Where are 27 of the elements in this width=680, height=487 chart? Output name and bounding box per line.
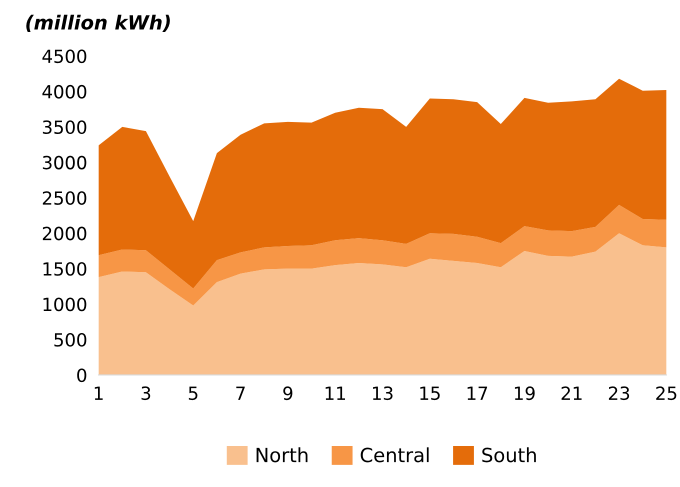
x-tick-label: 11	[326, 386, 346, 400]
y-tick-label: 2000	[42, 226, 86, 240]
legend-label: South	[482, 447, 536, 462]
y-tick-label: 500	[54, 333, 86, 347]
legend-label: North	[256, 447, 308, 462]
x-tick-label: 5	[188, 386, 198, 400]
y-tick-label: 1500	[44, 262, 86, 276]
y-tick-label: 0	[77, 368, 86, 382]
x-tick-label: 25	[656, 386, 676, 400]
x-tick-label: 9	[283, 386, 292, 400]
x-tick-label: 1	[94, 386, 103, 400]
y-tick-label: 4500	[42, 49, 86, 64]
y-tick-label: 3500	[42, 120, 86, 134]
y-tick-label: 4000	[42, 84, 86, 99]
x-tick-label: 3	[142, 386, 150, 400]
x-tick-label: 19	[514, 386, 535, 400]
x-tick-label: 17	[468, 386, 488, 400]
legend-label: Central	[360, 447, 429, 462]
x-tick-label: 13	[372, 386, 393, 400]
y-tick-label: 3000	[42, 156, 86, 170]
x-tick-label: 23	[608, 386, 630, 400]
x-tick-label: 15	[420, 386, 440, 400]
y-tick-label: 1000	[44, 298, 86, 312]
y-axis-title: (million kWh)	[26, 14, 170, 32]
x-tick-label: 21	[562, 386, 582, 400]
x-tick-label: 7	[236, 386, 245, 400]
y-tick-label: 2500	[42, 191, 86, 205]
